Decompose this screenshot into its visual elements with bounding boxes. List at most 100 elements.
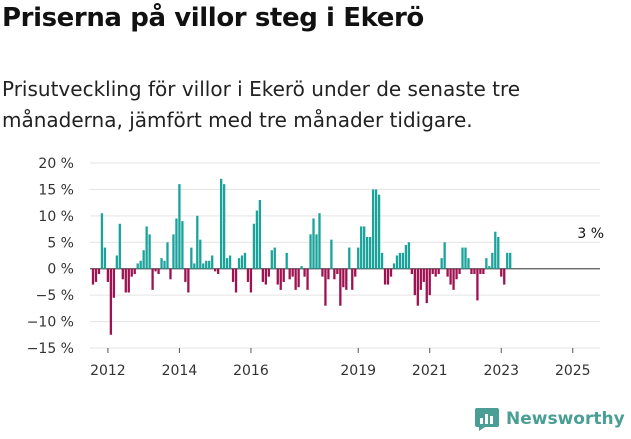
bar <box>246 268 250 282</box>
bar <box>211 255 214 269</box>
bar <box>163 260 166 269</box>
bar <box>157 268 160 274</box>
bar <box>142 250 145 269</box>
bar <box>497 237 500 269</box>
bar <box>467 258 470 269</box>
bar <box>419 268 422 290</box>
bar <box>97 268 101 274</box>
bar <box>386 268 390 285</box>
bar <box>473 268 476 274</box>
bar <box>294 268 297 290</box>
bar <box>136 263 139 269</box>
x-tick-label: 2025 <box>555 363 591 379</box>
bar <box>291 268 294 277</box>
bar <box>446 268 449 277</box>
bar <box>237 258 241 269</box>
bar <box>506 252 509 269</box>
bar <box>103 247 107 269</box>
bar <box>461 247 464 269</box>
newsworthy-logo-text: Newsworthy <box>506 409 625 429</box>
bar <box>315 234 318 269</box>
bar <box>509 252 512 269</box>
y-tick-label: 20 % <box>38 156 74 172</box>
bar <box>225 258 229 269</box>
bar <box>303 268 306 277</box>
bar <box>431 268 434 274</box>
bar <box>368 237 372 269</box>
bar <box>124 268 127 293</box>
latest-value-label: 3 % <box>577 226 604 242</box>
bar <box>434 268 437 277</box>
bar <box>240 255 244 269</box>
bar <box>416 268 419 306</box>
bar <box>458 268 461 274</box>
bar <box>348 247 351 269</box>
bar <box>175 218 178 269</box>
bar <box>479 268 482 274</box>
bar <box>410 268 414 274</box>
bar <box>470 268 473 274</box>
bar <box>485 258 488 269</box>
bar <box>354 268 357 277</box>
bar <box>449 268 452 285</box>
bar <box>127 268 130 293</box>
bar <box>440 258 443 269</box>
bar <box>327 268 330 280</box>
bar <box>339 268 342 306</box>
bar <box>249 268 253 293</box>
bar <box>443 242 446 269</box>
bar <box>342 268 345 288</box>
bar <box>428 268 431 296</box>
bar <box>464 247 467 269</box>
bar <box>398 252 402 269</box>
bar <box>133 268 136 274</box>
y-tick-label: −5 % <box>36 288 74 304</box>
bar <box>166 242 169 269</box>
bar <box>181 221 184 269</box>
bar <box>145 226 148 269</box>
bar <box>491 252 494 269</box>
bar <box>255 210 259 269</box>
bar <box>228 255 232 269</box>
bar <box>202 263 205 269</box>
bar <box>234 268 238 293</box>
bar <box>452 268 455 290</box>
page-title: Priserna på villor steg i Ekerö <box>2 3 424 33</box>
bar <box>383 268 387 285</box>
bar <box>279 268 282 290</box>
y-tick-label: −15 % <box>27 341 74 357</box>
bar <box>392 263 396 269</box>
y-tick-label: 0 % <box>47 262 74 278</box>
bar <box>115 255 118 269</box>
bar <box>231 268 235 282</box>
y-tick-label: 15 % <box>38 182 74 198</box>
bar <box>395 255 399 269</box>
bar <box>208 260 211 269</box>
bar <box>300 266 303 269</box>
bar <box>282 268 285 282</box>
bar <box>503 268 506 285</box>
x-tick-label: 2019 <box>340 363 376 379</box>
bar <box>199 239 202 269</box>
bar <box>333 268 336 280</box>
bar <box>488 266 491 269</box>
bar <box>219 178 223 269</box>
bar <box>100 213 104 269</box>
bar <box>243 252 247 269</box>
bar <box>389 268 393 277</box>
bar <box>437 268 440 274</box>
bar <box>360 226 363 269</box>
bar <box>193 263 196 269</box>
bar <box>148 234 151 269</box>
bar <box>222 184 226 269</box>
bar <box>330 239 333 269</box>
bar <box>404 244 408 269</box>
y-tick-label: 5 % <box>47 235 74 251</box>
x-tick-label: 2023 <box>483 363 519 379</box>
bar <box>217 268 220 274</box>
bar <box>363 226 366 269</box>
bar <box>377 194 381 269</box>
x-tick-label: 2021 <box>412 363 448 379</box>
bar <box>264 268 267 285</box>
bar <box>267 268 270 277</box>
